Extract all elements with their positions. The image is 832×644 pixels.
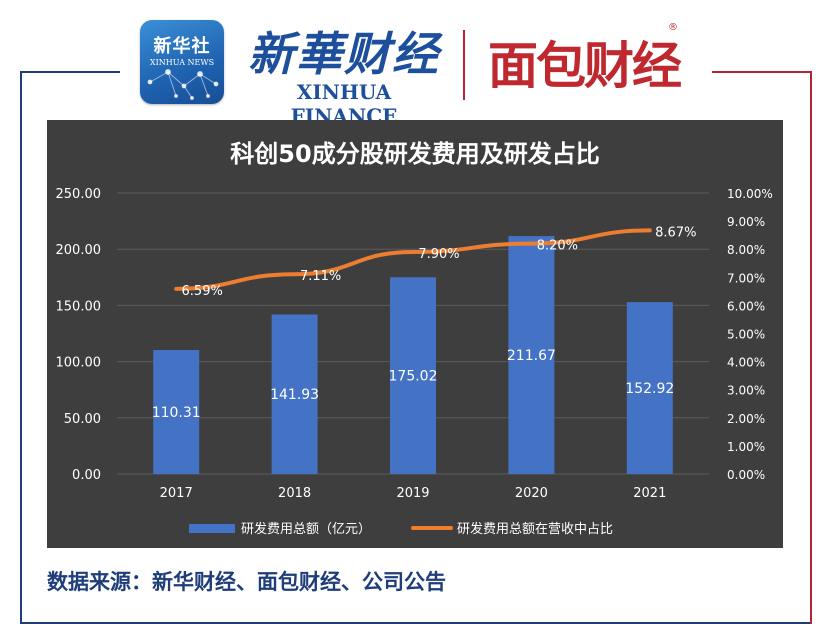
header: 新华社 XINHUA NEWS 新華财经 XINHUA FINANCE 面包财经…	[0, 0, 832, 128]
bar-value-label: 175.02	[389, 369, 438, 385]
y-right-tick-label: 5.00%	[727, 328, 765, 342]
line-value-label: 6.59%	[182, 284, 223, 299]
bar-value-label: 211.67	[507, 348, 556, 364]
y-left-tick-label: 250.00	[56, 187, 102, 202]
legend-bar-label: 研发费用总额（亿元）	[241, 521, 371, 537]
y-left-tick-label: 0.00	[72, 468, 101, 483]
x-tick-label: 2020	[515, 486, 548, 501]
frame-top-left-line	[20, 71, 120, 73]
line-value-label: 8.20%	[537, 239, 578, 254]
chart-panel: 科创50成分股研发费用及研发占比 0.00 50.00 100.00 150.00 20…	[47, 120, 783, 548]
xinhua-logo-cn: 新华社	[153, 36, 211, 57]
y-left-tick-label: 50.00	[64, 412, 101, 427]
line-series	[174, 228, 652, 291]
line-value-label: 7.11%	[300, 269, 341, 284]
bar	[626, 302, 673, 474]
registered-mark: ®	[668, 22, 678, 33]
y-right-tick-label: 0.00%	[727, 468, 765, 482]
bar	[153, 350, 200, 474]
y-right-tick-label: 8.00%	[727, 243, 765, 257]
y-left-tick-label: 150.00	[56, 299, 102, 314]
x-tick-label: 2021	[633, 486, 666, 501]
frame-top-right-line	[712, 71, 812, 73]
y-right-tick-label: 6.00%	[727, 299, 765, 313]
mianbao-finance-logo: 面包财经	[488, 37, 682, 95]
y-right-tick-label: 1.00%	[727, 440, 765, 454]
y-left-tick-label: 200.00	[56, 243, 102, 258]
frame-bottom-line	[20, 622, 812, 624]
legend-line-label: 研发费用总额在营收中占比	[457, 521, 613, 537]
header-divider	[463, 30, 465, 100]
bar	[390, 277, 436, 474]
line-value-label: 8.67%	[655, 225, 696, 240]
bar	[271, 314, 318, 474]
chart-title: 科创50成分股研发费用及研发占比	[230, 140, 600, 168]
legend-bar-swatch	[189, 524, 235, 533]
xinhua-logo: 新华社 XINHUA NEWS	[140, 20, 224, 104]
y-right-tick-label: 9.00%	[727, 215, 765, 229]
line-value-label: 7.90%	[418, 247, 459, 262]
y-right-tick-label: 10.00%	[727, 187, 773, 201]
y-right-tick-label: 3.00%	[727, 384, 765, 398]
y-left-tick-label: 100.00	[56, 356, 102, 371]
x-tick-label: 2019	[396, 486, 429, 501]
chart-canvas: 0.00 50.00 100.00 150.00 200.00 250.00 0.00% 1.…	[56, 187, 773, 537]
xinhua-finance-cn: 新華财经	[248, 27, 440, 81]
y-right-tick-label: 2.00%	[727, 412, 765, 426]
x-tick-label: 2018	[278, 486, 311, 501]
xinhua-logo-en: XINHUA NEWS	[149, 58, 215, 67]
bar	[508, 236, 555, 474]
bar-value-label: 152.92	[625, 381, 674, 397]
bar-value-label: 141.93	[270, 387, 319, 403]
frame-right-line	[810, 71, 812, 624]
x-tick-label: 2017	[160, 486, 193, 501]
network-icon	[147, 69, 219, 100]
y-right-tick-label: 7.00%	[727, 271, 765, 285]
frame-left-line	[20, 71, 22, 624]
bar-value-label: 110.31	[152, 405, 201, 421]
data-source: 数据来源：新华财经、面包财经、公司公告	[47, 570, 446, 594]
y-right-tick-label: 4.00%	[727, 356, 765, 370]
